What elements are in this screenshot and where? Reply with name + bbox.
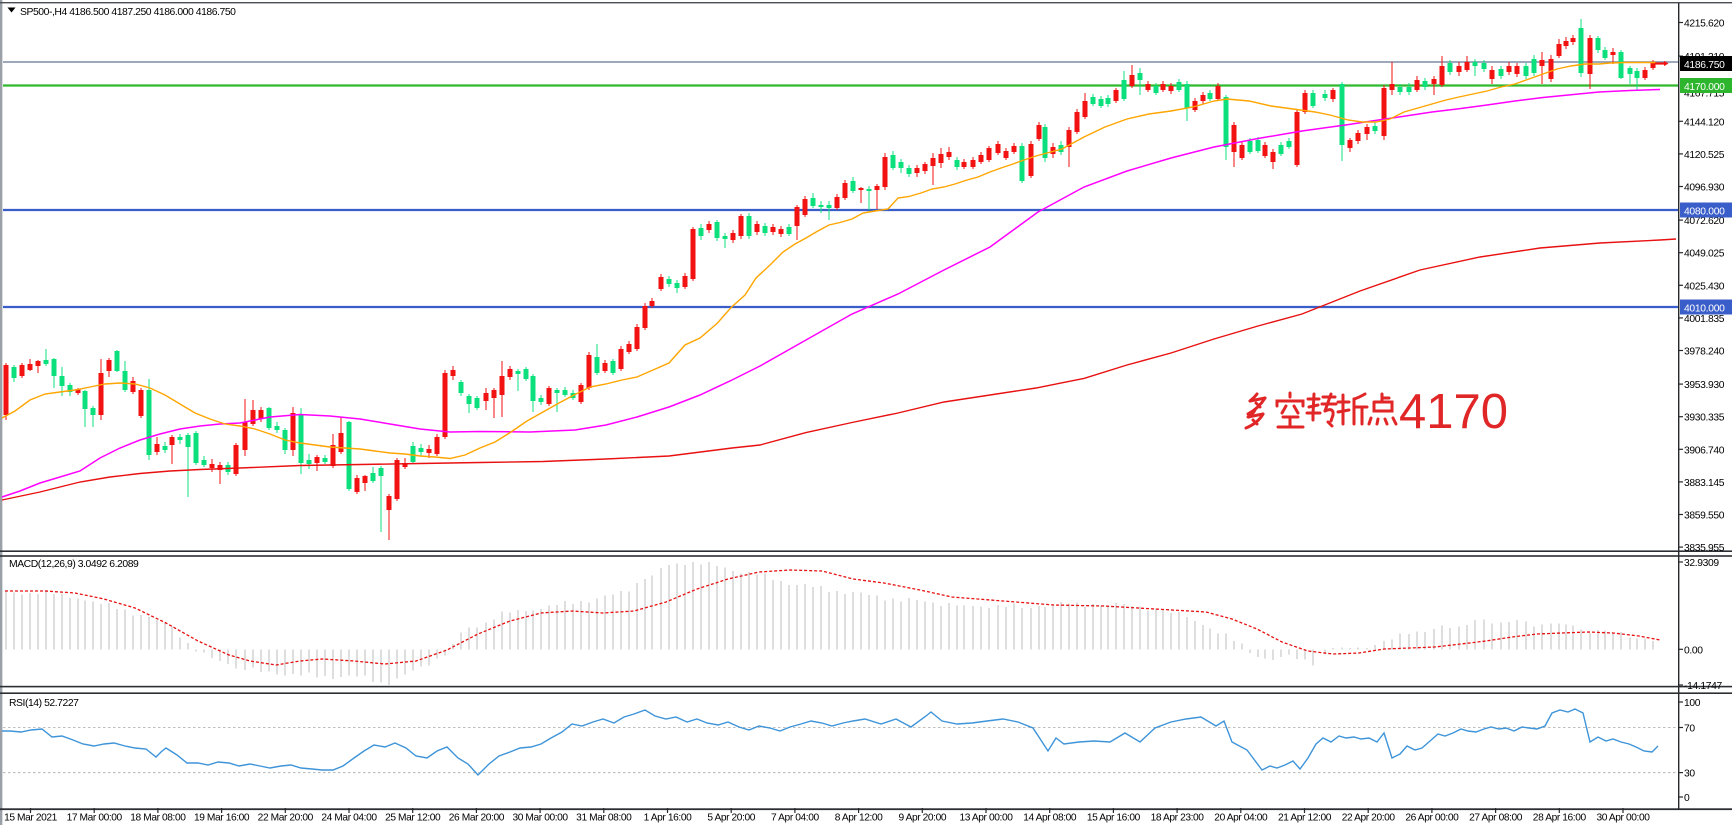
svg-text:4010.000: 4010.000	[1684, 304, 1725, 315]
svg-text:7 Apr 04:00: 7 Apr 04:00	[771, 813, 819, 824]
svg-text:26 Apr 00:00: 26 Apr 00:00	[1405, 813, 1459, 824]
svg-text:4170.000: 4170.000	[1684, 82, 1725, 93]
svg-text:1 Apr 16:00: 1 Apr 16:00	[644, 813, 692, 824]
svg-text:18 Apr 23:00: 18 Apr 23:00	[1151, 813, 1205, 824]
svg-text:22 Apr 20:00: 22 Apr 20:00	[1342, 813, 1396, 824]
svg-text:24 Mar 04:00: 24 Mar 04:00	[321, 813, 377, 824]
svg-text:13 Apr 00:00: 13 Apr 00:00	[960, 813, 1014, 824]
svg-text:28 Apr 16:00: 28 Apr 16:00	[1533, 813, 1587, 824]
svg-text:SP500-,H4 4186.500 4187.250 4: SP500-,H4 4186.500 4187.250 4186.000 418…	[20, 7, 236, 18]
svg-text:3883.145: 3883.145	[1684, 478, 1725, 489]
svg-text:70: 70	[1684, 724, 1695, 735]
svg-text:31 Mar 08:00: 31 Mar 08:00	[576, 813, 632, 824]
svg-text:RSI(14) 52.7227: RSI(14) 52.7227	[9, 698, 79, 709]
svg-text:MACD(12,26,9) 3.0492 6.2089: MACD(12,26,9) 3.0492 6.2089	[9, 559, 139, 570]
svg-text:3978.240: 3978.240	[1684, 347, 1725, 358]
svg-text:3835.955: 3835.955	[1684, 543, 1725, 554]
svg-text:5 Apr 20:00: 5 Apr 20:00	[707, 813, 755, 824]
svg-text:4170: 4170	[1399, 385, 1508, 439]
svg-text:30 Apr 00:00: 30 Apr 00:00	[1597, 813, 1651, 824]
svg-text:22 Mar 20:00: 22 Mar 20:00	[258, 813, 314, 824]
svg-text:0: 0	[1684, 793, 1690, 804]
svg-text:4186.750: 4186.750	[1684, 60, 1725, 71]
svg-text:100: 100	[1684, 698, 1701, 709]
svg-text:4144.120: 4144.120	[1684, 117, 1725, 128]
svg-text:27 Apr 08:00: 27 Apr 08:00	[1469, 813, 1523, 824]
svg-text:8 Apr 12:00: 8 Apr 12:00	[835, 813, 883, 824]
svg-text:4072.620: 4072.620	[1684, 216, 1725, 227]
svg-text:32.9309: 32.9309	[1684, 558, 1719, 569]
svg-text:-14.1747: -14.1747	[1684, 681, 1722, 692]
svg-text:15 Mar 2021: 15 Mar 2021	[4, 813, 58, 824]
svg-text:30: 30	[1684, 769, 1695, 780]
svg-text:0.00: 0.00	[1684, 645, 1703, 656]
svg-text:17 Mar 00:00: 17 Mar 00:00	[67, 813, 123, 824]
svg-text:15 Apr 16:00: 15 Apr 16:00	[1087, 813, 1141, 824]
svg-text:4096.930: 4096.930	[1684, 183, 1725, 194]
svg-text:3859.550: 3859.550	[1684, 511, 1725, 522]
svg-text:4167.715: 4167.715	[1684, 89, 1725, 100]
svg-text:4025.430: 4025.430	[1684, 281, 1725, 292]
svg-text:19 Mar 16:00: 19 Mar 16:00	[194, 813, 250, 824]
svg-text:26 Mar 20:00: 26 Mar 20:00	[449, 813, 505, 824]
svg-text:4049.025: 4049.025	[1684, 249, 1725, 260]
svg-text:25 Mar 12:00: 25 Mar 12:00	[385, 813, 441, 824]
svg-text:3953.930: 3953.930	[1684, 380, 1725, 391]
svg-text:21 Apr 12:00: 21 Apr 12:00	[1278, 813, 1332, 824]
svg-text:20 Apr 04:00: 20 Apr 04:00	[1214, 813, 1268, 824]
svg-text:9 Apr 20:00: 9 Apr 20:00	[898, 813, 946, 824]
svg-text:4120.525: 4120.525	[1684, 150, 1725, 161]
svg-text:4215.620: 4215.620	[1684, 19, 1725, 30]
svg-text:4001.835: 4001.835	[1684, 314, 1725, 325]
svg-text:4080.000: 4080.000	[1684, 207, 1725, 218]
svg-text:3930.335: 3930.335	[1684, 413, 1725, 424]
svg-text:3906.740: 3906.740	[1684, 445, 1725, 456]
svg-text:30 Mar 00:00: 30 Mar 00:00	[512, 813, 568, 824]
svg-text:18 Mar 08:00: 18 Mar 08:00	[130, 813, 186, 824]
svg-text:14 Apr 08:00: 14 Apr 08:00	[1023, 813, 1077, 824]
